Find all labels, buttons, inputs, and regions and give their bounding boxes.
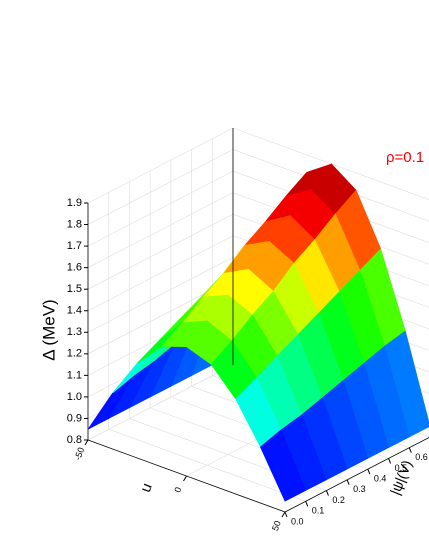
tick-mark [284,511,288,518]
z-tick-label: 0.9 [67,412,82,424]
tick-mark [281,511,286,518]
grid-line [87,127,234,204]
grid-line [87,364,234,441]
y-tick-label: 0.4 [374,474,387,484]
chart-title: ρ=0.1 [386,149,424,166]
tick-mark [408,447,412,453]
tick-mark [367,468,371,475]
y-tick-label: 0.1 [312,506,325,516]
z-tick-label: 0.8 [67,434,82,446]
z-axis-label: Δ (MeV) [39,299,58,360]
x-axis-label: u [137,481,156,495]
z-tick-label: 1.6 [67,262,82,274]
tick-mark [388,458,392,464]
z-tick-label: 1.5 [67,283,82,295]
x-tick-label: 0 [172,486,183,494]
y-tick-label: 0.0 [291,516,304,526]
y-tick-label: 0.6 [415,452,428,462]
z-tick-label: 1.8 [67,218,82,230]
grid-line [87,170,234,247]
grid-line [87,213,234,290]
grid-line [87,257,234,333]
x-tick-label: -50 [72,446,86,462]
axis-line [284,437,429,513]
tick-mark [84,439,89,446]
tick-mark [325,490,329,496]
x-tick-label: 50 [270,519,283,532]
grid-line [87,235,234,311]
z-tick-label: 1.1 [67,369,82,381]
z-tick-label: 1.2 [67,348,82,360]
grid-line [108,429,306,502]
surface-patch [260,429,307,502]
tick-mark [346,479,350,486]
tick-mark [183,475,187,482]
y-tick-label: 0.5 [395,463,408,473]
z-tick-label: 1.3 [67,326,82,338]
grid-line [87,149,234,225]
z-tick-label: 1.0 [67,391,82,403]
grid-line [87,192,234,268]
y-tick-label: 0.3 [353,484,366,494]
z-tick-label: 1.4 [67,305,82,317]
y-tick-label: 0.2 [332,495,345,505]
tick-mark [305,501,309,507]
z-tick-label: 1.7 [67,240,82,252]
z-tick-label: 1.9 [67,197,82,209]
